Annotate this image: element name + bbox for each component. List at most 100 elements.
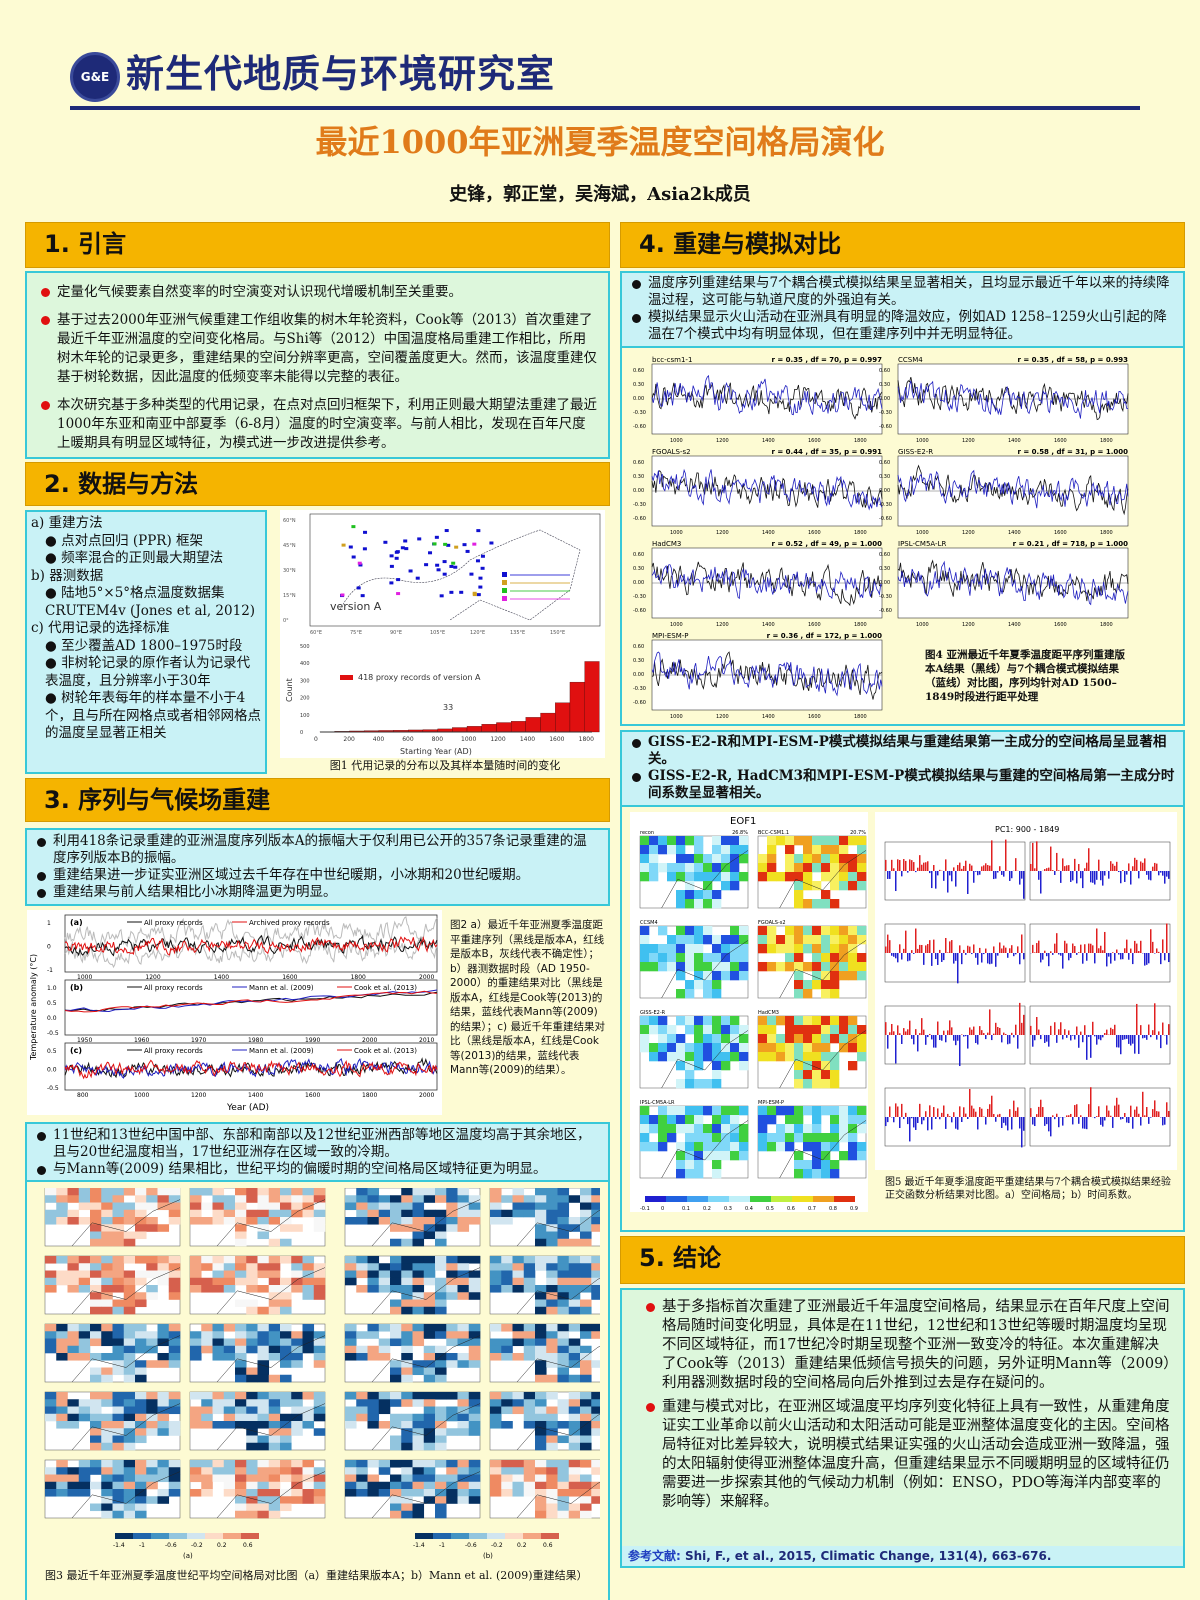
- grid-cell: [830, 1070, 840, 1080]
- y-tick: -0.30: [879, 502, 892, 508]
- pc-bar: [1100, 945, 1102, 953]
- grid-cell: [703, 890, 713, 900]
- pc-bar: [1044, 869, 1046, 871]
- figure-2-graphic: (a) All proxy records Archived proxy recor…: [29, 914, 438, 1113]
- y-tick: 0.00: [633, 580, 644, 586]
- grid-cell: [557, 1460, 570, 1468]
- grid-cell: [776, 1133, 786, 1143]
- grid-cell: [56, 1217, 68, 1225]
- grid-cell: [512, 1285, 525, 1293]
- grid-cell: [201, 1277, 213, 1286]
- pc-bar: [999, 1027, 1001, 1035]
- grid-cell: [246, 1285, 258, 1293]
- proxy-site: [340, 593, 345, 597]
- grid-cell: [223, 1263, 236, 1271]
- pc-bar: [909, 953, 911, 961]
- grid-cell: [390, 1489, 402, 1497]
- panel-tag: (c): [70, 1046, 82, 1055]
- grid-cell: [767, 1142, 777, 1152]
- grid-cell: [135, 1474, 147, 1483]
- grid-cell: [794, 944, 804, 954]
- grid-cell: [758, 1133, 768, 1143]
- grid-cell: [546, 1392, 558, 1400]
- grid-cell: [168, 1460, 181, 1468]
- pc-bar: [927, 861, 929, 871]
- grid-cell: [423, 1188, 436, 1196]
- grid-cell: [640, 926, 650, 936]
- grid-cell: [730, 863, 740, 873]
- pc-bar: [1030, 1108, 1032, 1117]
- grid-cell: [56, 1338, 68, 1347]
- grid-cell: [739, 1052, 749, 1062]
- pc-bar: [1144, 953, 1146, 966]
- grid-cell: [123, 1360, 136, 1368]
- grid-cell: [268, 1399, 281, 1407]
- pc-bar: [1128, 863, 1130, 871]
- grid-cell: [67, 1263, 80, 1271]
- grid-cell: [67, 1217, 80, 1225]
- grid-cell: [190, 1277, 202, 1286]
- grid-cell: [378, 1202, 391, 1211]
- grid-cell: [257, 1421, 270, 1429]
- grid-cell: [557, 1510, 570, 1519]
- grid-cell: [580, 1367, 592, 1376]
- proxy-site: [348, 545, 353, 549]
- grid-cell: [223, 1345, 236, 1354]
- grid-cell: [730, 872, 740, 882]
- grid-cell: [730, 971, 740, 981]
- pc-bar: [889, 1032, 891, 1035]
- grid-cell: [257, 1353, 270, 1361]
- grid-cell: [512, 1392, 525, 1400]
- pc-bar: [1160, 953, 1162, 965]
- pc-bar: [1072, 1117, 1074, 1125]
- grid-cell: [201, 1399, 213, 1407]
- grid-cell: [291, 1489, 303, 1497]
- grid-cell: [821, 1034, 831, 1044]
- grid-cell: [146, 1481, 158, 1490]
- pc-bar: [921, 944, 923, 953]
- grid-cell: [56, 1256, 68, 1264]
- grid-cell: [201, 1460, 213, 1468]
- grid-cell: [446, 1209, 458, 1218]
- grid-cell: [291, 1195, 303, 1203]
- grid-cell: [580, 1399, 592, 1407]
- grid-cell: [123, 1467, 136, 1475]
- pc-bar: [925, 862, 927, 871]
- pc-bar: [945, 859, 947, 871]
- grid-cell: [848, 962, 858, 972]
- grid-cell: [401, 1496, 413, 1504]
- pc-bar: [895, 1103, 897, 1117]
- grid-cell: [435, 1209, 447, 1218]
- pc-bar: [1144, 1115, 1146, 1117]
- grid-cell: [246, 1413, 258, 1422]
- grid-cell: [246, 1503, 258, 1512]
- grid-cell: [685, 863, 695, 873]
- grid-cell: [246, 1392, 258, 1400]
- coastline: [661, 1120, 749, 1179]
- grid-cell: [703, 962, 713, 972]
- grid-cell: [280, 1460, 292, 1468]
- map-name: CCSM4: [640, 920, 658, 926]
- coastline: [71, 1471, 181, 1519]
- grid-cell: [412, 1338, 425, 1347]
- grid-cell: [423, 1360, 436, 1368]
- grid-cell: [378, 1392, 391, 1400]
- grid-cell: [246, 1277, 258, 1286]
- grid-cell: [501, 1277, 513, 1286]
- pc-bar: [1013, 953, 1015, 957]
- grid-cell: [676, 944, 686, 954]
- grid-cell: [390, 1217, 402, 1225]
- grid-cell: [446, 1489, 458, 1497]
- grid-cell: [223, 1270, 236, 1279]
- grid-cell: [839, 1124, 849, 1134]
- grid-cell: [830, 845, 840, 855]
- pc-bar: [1088, 1035, 1090, 1037]
- grid-cell: [721, 953, 731, 963]
- reconstruction-line: [897, 464, 1129, 516]
- grid-cell: [676, 1124, 686, 1134]
- grid-cell: [302, 1195, 315, 1203]
- grid-cell: [135, 1392, 147, 1400]
- grid-cell: [101, 1503, 113, 1512]
- pc-bar: [1126, 871, 1128, 875]
- y-tick: 0.00: [879, 580, 890, 586]
